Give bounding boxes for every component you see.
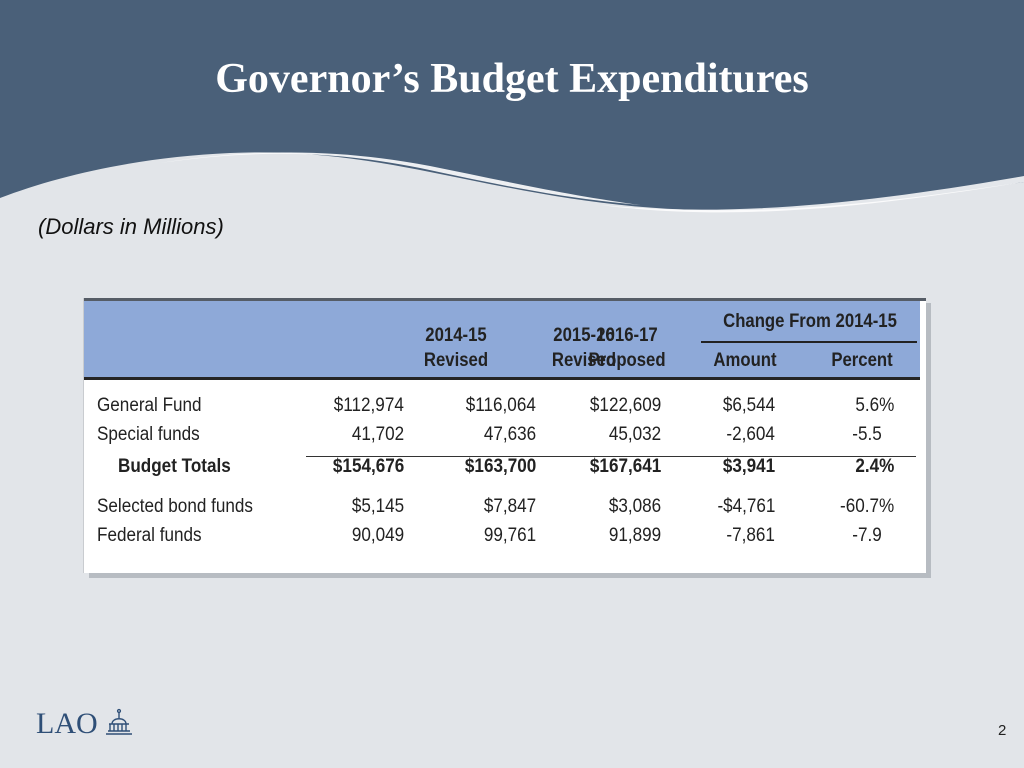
column-header-2014-15: 2014-15 Revised <box>414 323 498 373</box>
cell-2016-17: $167,641 <box>589 456 661 477</box>
cell-change-amount: $3,941 <box>722 456 775 477</box>
cell-change-percent: -60.7% <box>839 496 894 517</box>
cell-change-percent: -5.5 <box>852 424 882 445</box>
cell-2016-17: 45,032 <box>608 424 661 445</box>
table-row-special-funds: Special funds 41,702 47,636 45,032 -2,60… <box>84 422 920 450</box>
column-header-amount: Amount <box>713 350 777 371</box>
totals-separator <box>306 456 916 457</box>
table-row-budget-totals: Budget Totals $154,676 $163,700 $167,641… <box>84 454 920 482</box>
column-header-line2: Proposed <box>588 350 666 371</box>
table-header <box>84 301 920 380</box>
page-number: 2 <box>998 722 1007 739</box>
cell-2016-17: $122,609 <box>589 395 661 416</box>
cell-2016-17: $3,086 <box>608 496 661 517</box>
svg-text:LAO: LAO <box>36 707 98 738</box>
change-group-underline <box>701 341 917 343</box>
table-row-selected-bond-funds: Selected bond funds $5,145 $7,847 $3,086… <box>84 494 920 522</box>
cell-change-amount: -$4,761 <box>716 496 775 517</box>
cell-2014-15: 90,049 <box>351 525 404 546</box>
cell-2014-15: $154,676 <box>332 456 404 477</box>
column-header-line1: 2014-15 <box>425 325 487 346</box>
row-label: Budget Totals <box>118 456 231 477</box>
cell-2015-16: $7,847 <box>483 496 536 517</box>
row-label: Selected bond funds <box>97 496 253 517</box>
change-group-header: Change From 2014-15 <box>723 311 897 332</box>
row-label: Special funds <box>97 424 200 445</box>
column-header-2016-17: 2016-17 Proposed <box>583 323 671 373</box>
budget-table: 2014-15 Revised 2015-16 Revised 2016-17 … <box>84 298 926 573</box>
cell-2015-16: 47,636 <box>483 424 536 445</box>
cell-change-amount: -2,604 <box>726 424 775 445</box>
cell-2015-16: 99,761 <box>483 525 536 546</box>
cell-2014-15: 41,702 <box>351 424 404 445</box>
slide-title: Governor’s Budget Expenditures <box>215 56 809 102</box>
cell-2014-15: $5,145 <box>351 496 404 517</box>
cell-change-percent: -7.9 <box>852 525 882 546</box>
units-subtitle: (Dollars in Millions) <box>38 214 224 239</box>
cell-change-percent: 2.4% <box>855 456 894 477</box>
cell-2016-17: 91,899 <box>608 525 661 546</box>
cell-change-amount: $6,544 <box>722 395 775 416</box>
header-band <box>0 0 1024 213</box>
table-row-federal-funds: Federal funds 90,049 99,761 91,899 -7,86… <box>84 523 920 551</box>
cell-2015-16: $163,700 <box>464 456 536 477</box>
cell-2015-16: $116,064 <box>465 395 536 416</box>
row-label: Federal funds <box>97 525 202 546</box>
lao-logo: LAO <box>36 704 136 743</box>
row-label: General Fund <box>97 395 202 416</box>
column-header-line2: Revised <box>423 350 489 371</box>
column-header-percent: Percent <box>831 350 893 371</box>
column-header-line1: 2015-16 <box>553 325 615 346</box>
cell-change-percent: 5.6% <box>855 395 894 416</box>
column-header-line1: 2016-17 <box>596 325 658 346</box>
capitol-dome-icon: LAO <box>36 707 132 740</box>
column-header-line2: Revised <box>551 350 617 371</box>
table-row-general-fund: General Fund $112,974 $116,064 $122,609 … <box>84 393 920 421</box>
cell-change-amount: -7,861 <box>726 525 775 546</box>
cell-2014-15: $112,974 <box>333 395 404 416</box>
column-header-2015-16: 2015-16 Revised <box>542 323 626 373</box>
